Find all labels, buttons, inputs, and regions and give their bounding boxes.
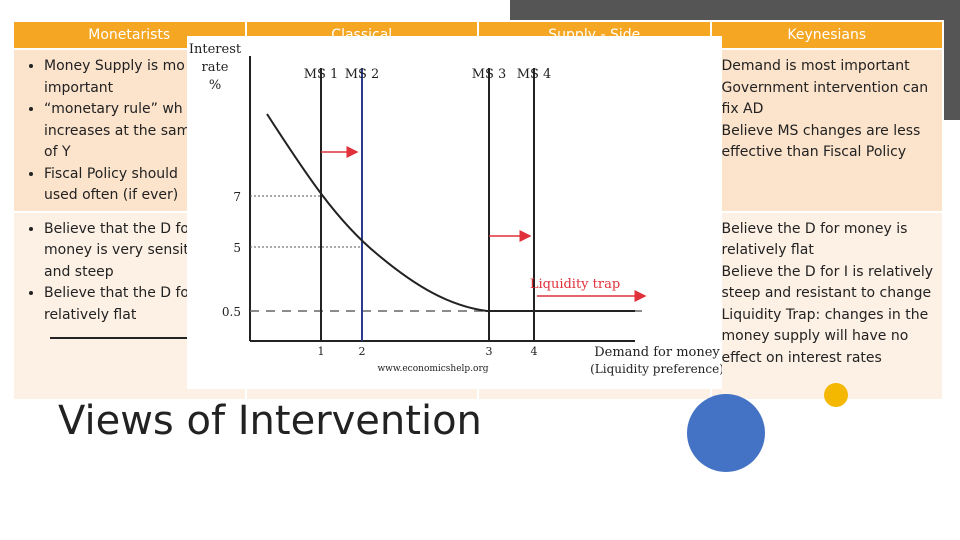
liquidity-trap-label: Liquidity trap [530,277,620,292]
demand-curve [266,113,635,312]
y-axis-label-line1: Interest [189,42,242,57]
chart-svg: Interest rate % MS 1 MS 2 MS 3 MS 4 7 5 0.5 1 2… [189,42,724,376]
header-monetarists: Monetarists [12,20,247,50]
money-supply-lines: MS 1 MS 2 MS 3 MS 4 [304,67,552,341]
y-tick-label: 5 [233,241,241,255]
x-tick-label: 2 [359,345,366,358]
chart-axes [249,56,635,342]
decorative-blue-circle [687,394,765,472]
y-axis-label-line2: rate [202,60,229,75]
x-axis-label-line2: (Liquidity preference) [590,362,722,376]
keynesians-cell-2: Believe the D for money is relatively fl… [709,210,944,401]
divider-line [50,337,190,339]
y-tick-label: 0.5 [222,305,241,319]
liquidity-preference-chart: Interest rate % MS 1 MS 2 MS 3 MS 4 7 5 0.5 1 2… [187,36,724,389]
slide-title: Views of Intervention [58,398,482,444]
ms-label-4: MS 4 [517,67,552,82]
tick-labels: 7 5 0.5 1 2 3 4 [222,190,538,358]
ms-label-3: MS 3 [472,67,507,82]
decorative-yellow-circle [824,383,848,407]
x-axis-label-line1: Demand for money [594,345,720,360]
x-tick-label: 1 [318,345,325,358]
ms-label-2: MS 2 [345,67,380,82]
keynesians-text-2: Believe the D for money is relatively fl… [721,220,934,366]
ms-label-1: MS 1 [304,67,339,82]
keynesians-cell-1: Demand is most important Government inte… [709,48,944,213]
header-keynesians: Keynesians [709,20,944,50]
keynesians-text-1: Demand is most important Government inte… [721,58,929,160]
chart-guides [250,195,642,312]
y-axis-label-line3: % [209,78,221,93]
source-label: www.economicshelp.org [377,364,488,374]
y-tick-label: 7 [233,190,241,204]
shift-arrows [321,146,647,302]
x-tick-label: 4 [531,345,538,358]
x-tick-label: 3 [486,345,493,358]
demand-curve-group [266,113,635,312]
